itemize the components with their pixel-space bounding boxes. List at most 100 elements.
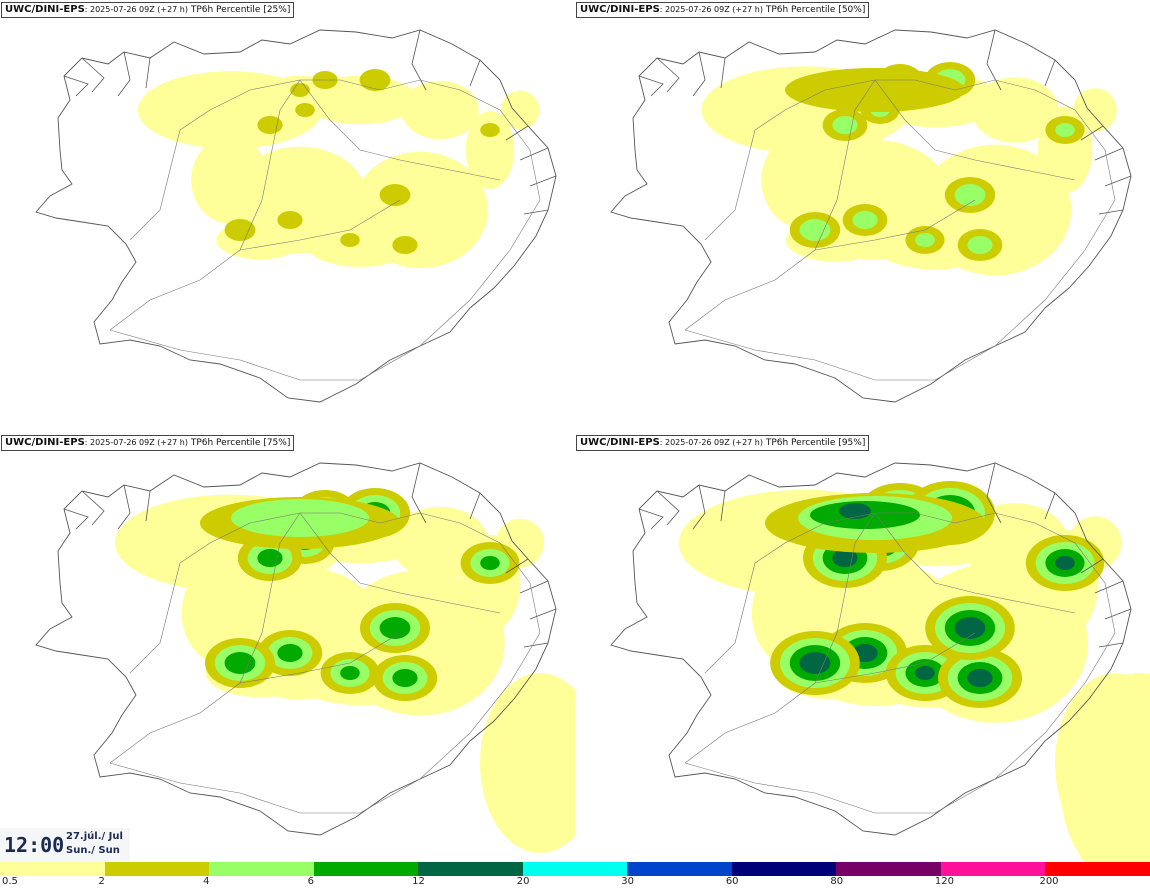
road-line [239,199,401,251]
valid-date: 27.júl./ Jul [66,831,123,842]
coastline [35,462,557,836]
precip-core [480,556,500,570]
precip-core [967,236,993,254]
legend-label: 6 [307,876,314,887]
fjord-line [1044,492,1056,520]
road-line [109,512,541,814]
precip-core [954,184,986,206]
precip-core [295,103,315,117]
legend-label: 200 [1039,876,1059,887]
precip-band [231,499,369,537]
fjord-line [63,508,89,530]
fjord-line [519,580,549,594]
precip-core [379,617,411,639]
fjord-line [656,490,680,526]
precip-core [277,644,303,662]
fjord-line [81,490,105,526]
precip-core [379,184,411,206]
precip-area [1073,88,1117,132]
precip-layer [137,69,540,269]
precip-area [500,90,540,130]
precip-area [480,673,575,853]
fjord-line [1098,209,1124,215]
road-line [684,512,1116,814]
fjord-line [469,59,481,87]
fjord-line [469,492,481,520]
legend-swatch [0,862,105,876]
fjord-line [529,175,557,187]
precip-core [1055,123,1075,137]
road-line [109,79,301,331]
precip-core [852,211,878,229]
road-line [239,632,401,684]
precip-core [954,617,986,639]
precipitation-map [610,462,1150,863]
fjord-line [986,462,1002,524]
map-panel-p75: UWC/DINI-EPS: 2025-07-26 09Z (+27 h) TP6… [0,433,575,863]
road-line [684,79,876,331]
legend-swatch [731,862,837,876]
legend-swatch [1045,862,1150,876]
panel-title: UWC/DINI-EPS: 2025-07-26 09Z (+27 h) TP6… [576,2,870,18]
fjord-line [720,57,726,89]
precip-area [401,80,479,140]
fjord-line [63,75,89,97]
fjord-line [1098,642,1124,648]
legend-swatch [522,862,628,876]
legend-labels: 0.5 2 4 6 12 20 30 60 80 120 200 [0,876,1150,890]
color-legend [0,862,1150,876]
precip-core [257,116,283,134]
fjord-line [145,57,151,89]
fjord-line [117,484,131,530]
fjord-line [1094,147,1124,161]
precipitation-map [35,29,557,403]
precip-core [392,236,418,254]
precip-core [277,211,303,229]
legend-swatch [209,862,314,876]
fjord-line [1044,59,1056,87]
precipitation-map [35,462,575,853]
fjord-line [411,29,427,91]
precip-layer [678,481,1150,863]
precip-core [340,233,360,247]
legend-swatch [313,862,419,876]
precip-area [1060,673,1150,863]
fjord-line [638,75,664,97]
precip-area [465,111,515,189]
fjord-line [529,608,557,620]
map-panel-p50: UWC/DINI-EPS: 2025-07-26 09Z (+27 h) TP6… [575,0,1150,430]
legend-label: 30 [621,876,634,887]
panel-title: UWC/DINI-EPS: 2025-07-26 09Z (+27 h) TP6… [1,435,295,451]
precip-core [832,116,858,134]
fjord-line [692,51,706,97]
coastline [610,29,1132,403]
road-line [299,79,501,181]
legend-label: 12 [412,876,425,887]
legend-label: 0.5 [2,876,18,887]
fjord-line [117,51,131,97]
precip-area [306,223,414,267]
precipitation-map [610,29,1132,403]
precip-core [359,69,391,91]
precip-area [191,136,269,224]
legend-label: 2 [98,876,105,887]
fjord-line [986,29,1002,91]
fjord-line [1094,580,1124,594]
precip-area [971,77,1059,143]
map-panel-p25: UWC/DINI-EPS: 2025-07-26 09Z (+27 h) TP6… [0,0,575,430]
precip-layer [115,488,575,853]
road-line [874,512,1076,614]
precip-core [257,549,283,567]
precip-band [785,68,965,112]
panel-title: UWC/DINI-EPS: 2025-07-26 09Z (+27 h) TP6… [1,2,295,18]
road-line [109,79,541,381]
fjord-line [411,462,427,524]
fjord-line [1104,608,1132,620]
precip-core [224,652,256,674]
precip-core [915,666,935,680]
fjord-line [523,642,549,648]
fjord-line [523,209,549,215]
fjord-line [81,57,105,93]
precip-core [967,669,993,687]
legend-label: 4 [203,876,210,887]
